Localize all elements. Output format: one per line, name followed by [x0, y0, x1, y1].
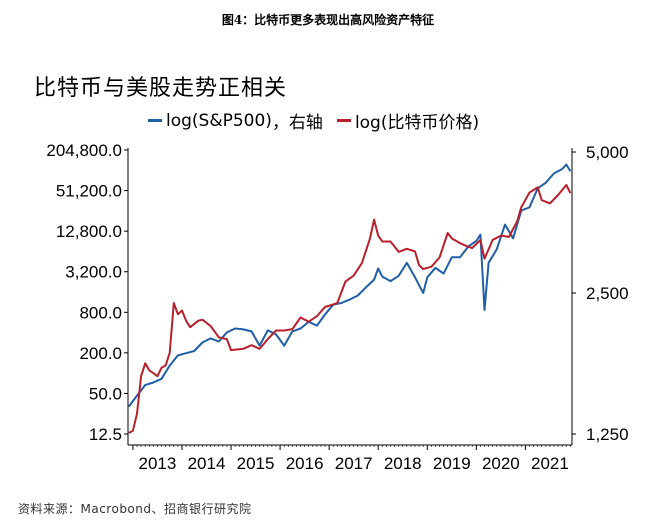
x-axis-tick-label: 2017: [335, 454, 373, 473]
x-axis-tick-label: 2021: [531, 454, 569, 473]
left-axis-tick-label: 12.5: [89, 425, 122, 444]
legend-label-sp500: log(S&P500): [166, 110, 272, 131]
legend-label-sp500-axis: ，右轴: [271, 113, 323, 133]
right-axis-tick-label: 2,500: [586, 284, 629, 303]
chart-legend: log(S&P500) ，右轴 log(比特币价格): [148, 108, 479, 133]
x-axis-tick-label: 2013: [139, 454, 177, 473]
legend-swatch-bitcoin: [336, 119, 351, 122]
x-axis-tick-label: 2020: [482, 454, 520, 473]
legend-swatch-sp500: [148, 119, 162, 122]
x-axis-tick-label: 2019: [433, 454, 471, 473]
chart-title: 比特币与美股走势正相关: [34, 76, 288, 101]
left-axis-tick-label: 51,200.0: [56, 182, 122, 201]
x-axis-tick-label: 2018: [384, 454, 422, 473]
left-axis-tick-label: 3,200.0: [65, 263, 122, 282]
x-axis-tick-label: 2015: [237, 454, 275, 473]
source-note: 资料来源：Macrobond、招商银行研究院: [18, 502, 252, 516]
right-axis-tick-label: 5,000: [586, 143, 629, 162]
legend-item-bitcoin: log(比特币价格): [336, 108, 480, 133]
x-axis-tick-label: 2014: [188, 454, 226, 473]
x-axis-tick-label: 2016: [286, 454, 324, 473]
left-axis-tick-label: 50.0: [89, 384, 122, 403]
legend-label-bitcoin: log(比特币价格): [354, 113, 480, 133]
right-axis-tick-label: 1,250: [586, 425, 629, 444]
series-line-bitcoin: [128, 184, 572, 434]
series-line-sp500: [127, 163, 572, 408]
left-axis-tick-label: 800.0: [79, 303, 122, 322]
left-axis-tick-label: 200.0: [79, 344, 122, 363]
left-axis-tick-label: 12,800.0: [56, 222, 122, 241]
left-axis-tick-label: 204,800.0: [46, 141, 122, 160]
legend-item-sp500: log(S&P500) ，右轴: [148, 108, 323, 133]
figure-caption: 图4：比特币更多表现出高风险资产特征: [221, 13, 435, 27]
